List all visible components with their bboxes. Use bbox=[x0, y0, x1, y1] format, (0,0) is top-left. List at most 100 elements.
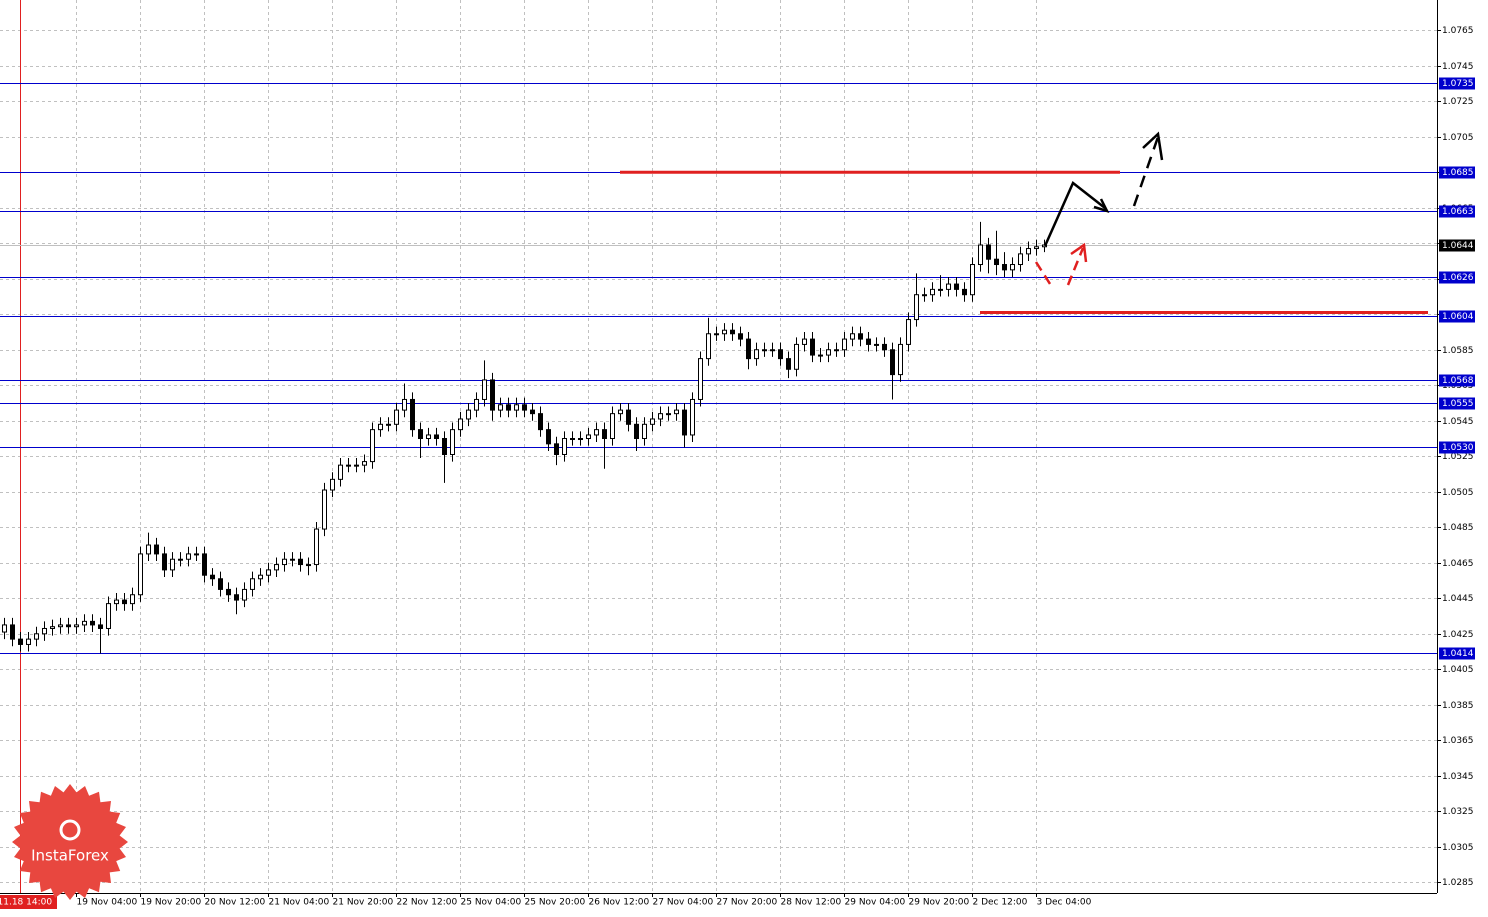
candle-body bbox=[1034, 246, 1039, 250]
candle-body bbox=[58, 624, 63, 628]
candle-body bbox=[762, 349, 767, 352]
time-marker-box bbox=[0, 895, 57, 909]
x-tick-label: 2 Dec 12:00 bbox=[973, 898, 1028, 908]
level-label: 1.0414 bbox=[1442, 649, 1474, 659]
y-tick-label: 1.0585 bbox=[1442, 346, 1474, 356]
level-label-box bbox=[1439, 205, 1475, 218]
candle-body bbox=[602, 429, 607, 440]
candle-body bbox=[418, 429, 423, 440]
x-tick-label: 22 Nov 12:00 bbox=[397, 898, 458, 908]
candle-body bbox=[482, 379, 487, 400]
candle-body bbox=[386, 423, 391, 426]
candle-body bbox=[634, 423, 639, 440]
candle-body bbox=[914, 294, 919, 321]
candle-body bbox=[770, 349, 775, 352]
candle-body bbox=[202, 553, 207, 576]
candle-body bbox=[658, 413, 663, 420]
y-tick-label: 1.0705 bbox=[1442, 133, 1474, 143]
candle-body bbox=[570, 438, 575, 441]
y-tick-label: 1.0345 bbox=[1442, 772, 1474, 782]
x-tick-label: 19 Nov 20:00 bbox=[141, 898, 202, 908]
candle-body bbox=[498, 404, 503, 411]
candle-body bbox=[322, 489, 327, 530]
y-tick-label: 1.0545 bbox=[1442, 417, 1474, 427]
candle-body bbox=[362, 461, 367, 466]
candle-body bbox=[666, 413, 671, 416]
candle-body bbox=[826, 349, 831, 356]
candle-body bbox=[178, 558, 183, 561]
candle-body bbox=[130, 594, 135, 605]
candle-body bbox=[394, 409, 399, 425]
candle-body bbox=[730, 329, 735, 335]
candle-body bbox=[842, 338, 847, 351]
candle-body bbox=[330, 478, 335, 491]
y-tick-label: 1.0465 bbox=[1442, 559, 1474, 569]
annotations bbox=[620, 131, 1428, 314]
logo-icon bbox=[59, 819, 81, 841]
y-tick-label: 1.0365 bbox=[1442, 736, 1474, 746]
candle-body bbox=[282, 558, 287, 566]
x-tick-label: 27 Nov 04:00 bbox=[653, 898, 714, 908]
level-label: 1.0685 bbox=[1442, 168, 1474, 178]
candle-body bbox=[586, 434, 591, 440]
candle-body bbox=[490, 379, 495, 411]
candle-body bbox=[106, 603, 111, 629]
candle-body bbox=[274, 564, 279, 571]
candle-body bbox=[642, 423, 647, 440]
candle-body bbox=[314, 528, 319, 566]
x-tick-label: 20 Nov 12:00 bbox=[205, 898, 266, 908]
y-tick-label: 1.0325 bbox=[1442, 807, 1474, 817]
level-label-box bbox=[1439, 397, 1475, 410]
bid-label-box bbox=[1439, 239, 1475, 252]
candle-body bbox=[794, 343, 799, 370]
candle-body bbox=[994, 258, 999, 266]
candle-body bbox=[778, 349, 783, 360]
time-marker-label: 3.11.18 14:00 bbox=[0, 898, 52, 908]
candle-body bbox=[154, 544, 159, 555]
candle-body bbox=[514, 404, 519, 411]
candle-body bbox=[426, 434, 431, 440]
candle-body bbox=[266, 569, 271, 576]
arrow-head bbox=[1142, 131, 1164, 161]
candle-body bbox=[338, 464, 343, 480]
candle-body bbox=[290, 558, 295, 561]
y-tick-label: 1.0285 bbox=[1442, 878, 1474, 888]
y-tick-label: 1.0745 bbox=[1442, 62, 1474, 72]
candle-body bbox=[802, 338, 807, 345]
candle-body bbox=[594, 429, 599, 436]
x-tick-label: 26 Nov 12:00 bbox=[589, 898, 650, 908]
candle-body bbox=[674, 409, 679, 415]
candle-body bbox=[874, 343, 879, 346]
candle-body bbox=[2, 624, 7, 633]
logo-badge bbox=[12, 784, 128, 900]
candle-body bbox=[698, 358, 703, 400]
candle-body bbox=[754, 349, 759, 360]
y-tick-label: 1.0505 bbox=[1442, 488, 1474, 498]
x-tick-label: 21 Nov 04:00 bbox=[269, 898, 330, 908]
y-tick-label: 1.0445 bbox=[1442, 594, 1474, 604]
candle-body bbox=[434, 434, 439, 440]
candle-body bbox=[186, 553, 191, 560]
forecast-arrow-dashed bbox=[1132, 136, 1160, 207]
y-tick-label: 1.0725 bbox=[1442, 97, 1474, 107]
y-tick-label: 1.0405 bbox=[1442, 665, 1474, 675]
candle-body bbox=[370, 429, 375, 463]
candle-body bbox=[938, 288, 943, 291]
level-label: 1.0735 bbox=[1442, 79, 1474, 89]
candle-body bbox=[714, 333, 719, 336]
candle-body bbox=[354, 464, 359, 467]
y-tick-label: 1.0525 bbox=[1442, 452, 1474, 462]
candle-body bbox=[170, 558, 175, 571]
x-tick-label: 25 Nov 04:00 bbox=[461, 898, 522, 908]
candle-body bbox=[250, 578, 255, 590]
candle-body bbox=[298, 558, 303, 566]
candle-body bbox=[10, 624, 15, 640]
y-tick-label: 1.0425 bbox=[1442, 630, 1474, 640]
level-label-box bbox=[1439, 271, 1475, 284]
candle-body bbox=[138, 553, 143, 596]
bid-label: 1.0644 bbox=[1442, 241, 1474, 251]
candle-body bbox=[122, 599, 127, 605]
candle-body bbox=[554, 443, 559, 455]
candle-body bbox=[450, 429, 455, 455]
